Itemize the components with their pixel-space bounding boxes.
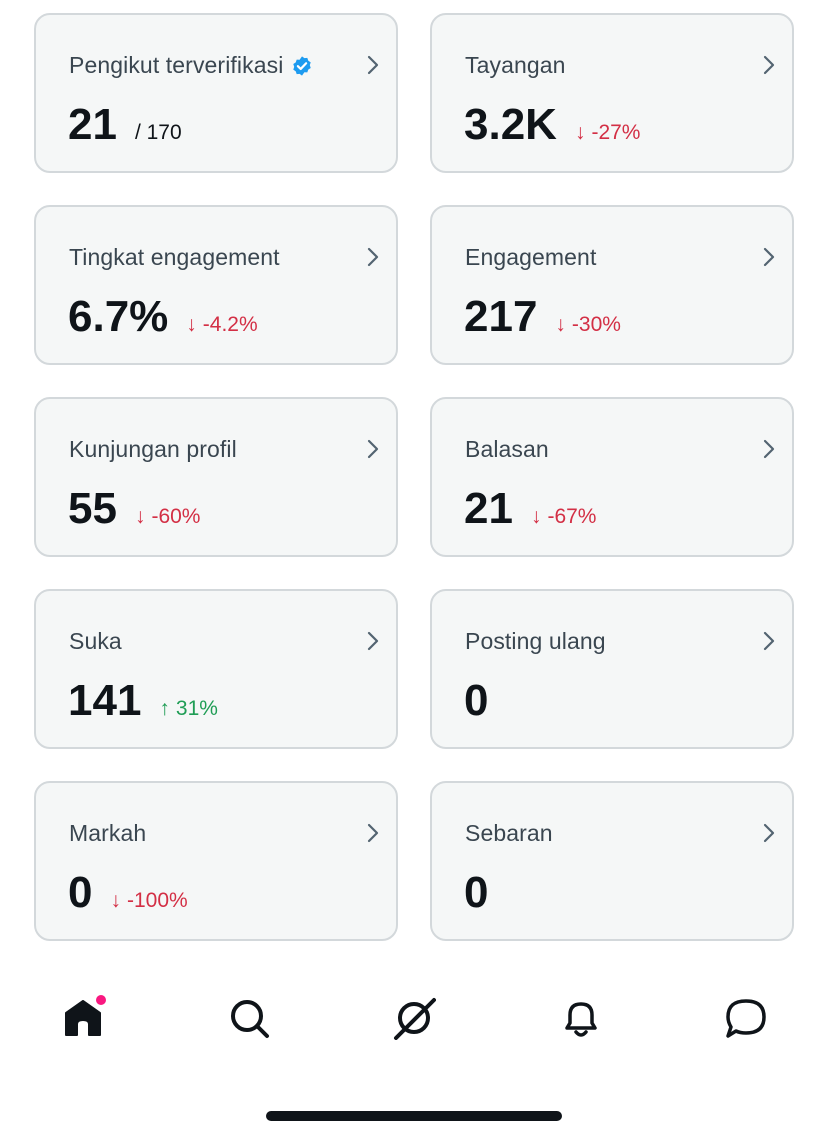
metric-title: Kunjungan profil [69,436,237,463]
metric-value: 6.7% [68,292,169,341]
metric-title-text: Engagement [465,244,597,270]
metric-title-text: Posting ulang [465,628,606,654]
metric-value: 21 [464,484,513,533]
metric-delta-value: -27% [591,121,641,144]
metric-value-row: 0 [464,871,488,915]
metric-delta-value: -100% [126,889,188,912]
metric-card-verified-followers[interactable]: Pengikut terverifikasi 21 / 170 [34,13,398,173]
arrow-down-icon: ↓ [134,505,146,528]
arrow-down-icon: ↓ [110,889,121,912]
metric-title: Engagement [465,244,596,271]
metric-delta: ↓ -30% [555,313,621,337]
home-indicator [266,1111,562,1121]
notification-dot [95,994,107,1006]
arrow-down-icon: ↓ [574,121,586,144]
metric-delta: ↑ 31% [159,697,218,721]
metric-delta: ↓ -67% [531,505,597,529]
chevron-right-icon [763,439,775,459]
arrow-down-icon: ↓ [186,313,197,336]
metric-title: Tayangan [465,52,566,79]
metric-card-bookmarks[interactable]: Markah 0 ↓ -100% [34,781,398,941]
arrow-down-icon: ↓ [530,505,542,528]
metric-value-row: 0 [464,679,488,723]
metric-title-text: Sebaran [465,820,553,846]
metric-delta-value: -4.2% [202,313,258,336]
chevron-right-icon [763,823,775,843]
chevron-right-icon [367,631,379,651]
metric-delta-value: -30% [571,313,621,336]
metric-title: Posting ulang [465,628,606,655]
metric-total: / 170 [134,121,182,144]
nav-home[interactable] [59,994,107,1042]
metric-card-likes[interactable]: Suka 141 ↑ 31% [34,589,398,749]
nav-notifications[interactable] [557,994,605,1042]
metric-card-profile-visits[interactable]: Kunjungan profil 55 ↓ -60% [34,397,398,557]
metric-value: 21 [68,100,117,149]
arrow-down-icon: ↓ [555,313,566,336]
bottom-nav [0,982,827,1062]
metric-title-text: Balasan [465,436,549,462]
chevron-right-icon [367,439,379,459]
chevron-right-icon [367,823,379,843]
metrics-grid: Pengikut terverifikasi 21 / 170 Tayangan… [34,13,794,941]
metric-delta: ↓ -4.2% [186,313,257,337]
chevron-right-icon [763,631,775,651]
metric-value: 3.2K [464,100,557,149]
metric-value-row: 217 ↓ -30% [464,295,621,339]
metric-value: 217 [464,292,538,341]
metric-value: 0 [464,868,489,917]
verified-badge-icon [293,55,312,76]
metric-value: 55 [68,484,117,533]
metric-title: Pengikut terverifikasi [69,52,313,79]
metric-title-text: Tingkat engagement [69,244,280,270]
metric-value: 0 [464,676,489,725]
metric-delta-value: 31% [175,697,218,720]
bell-icon [565,1002,597,1037]
metric-value-row: 3.2K ↓ -27% [464,103,640,147]
metric-delta-value: -67% [547,505,597,528]
home-icon [65,1000,101,1036]
metric-card-engagement-rate[interactable]: Tingkat engagement 6.7% ↓ -4.2% [34,205,398,365]
metric-title: Markah [69,820,146,847]
metric-value-row: 141 ↑ 31% [68,679,218,723]
chevron-right-icon [367,247,379,267]
nav-search[interactable] [225,994,273,1042]
metric-card-replies[interactable]: Balasan 21 ↓ -67% [430,397,794,557]
metric-value-row: 0 ↓ -100% [68,871,188,915]
metric-value: 0 [68,868,93,917]
metric-title-text: Tayangan [465,52,566,78]
metric-title: Sebaran [465,820,553,847]
metric-delta: ↓ -100% [110,889,187,913]
nav-grok[interactable] [390,994,438,1042]
metric-title: Tingkat engagement [69,244,280,271]
metric-title-text: Pengikut terverifikasi [69,52,284,78]
chevron-right-icon [367,55,379,75]
metric-title: Balasan [465,436,549,463]
grok-icon [394,998,436,1040]
metric-title-text: Kunjungan profil [69,436,237,462]
metric-delta: ↓ -27% [575,121,641,145]
metric-delta-value: -60% [151,505,201,528]
metric-delta: ↓ -60% [135,505,201,529]
chevron-right-icon [763,55,775,75]
metric-title: Suka [69,628,122,655]
metric-value: 141 [68,676,142,725]
message-icon [726,999,766,1038]
metric-value-row: 55 ↓ -60% [68,487,200,531]
metric-title-text: Markah [69,820,147,846]
metric-value-row: 21 ↓ -67% [464,487,596,531]
metric-card-reposts[interactable]: Posting ulang 0 [430,589,794,749]
search-icon [231,1000,269,1038]
metric-value-row: 21 / 170 [68,103,182,147]
chevron-right-icon [763,247,775,267]
metric-card-shares[interactable]: Sebaran 0 [430,781,794,941]
metric-title-text: Suka [69,628,122,654]
metric-card-impressions[interactable]: Tayangan 3.2K ↓ -27% [430,13,794,173]
metric-card-engagements[interactable]: Engagement 217 ↓ -30% [430,205,794,365]
metric-value-row: 6.7% ↓ -4.2% [68,295,258,339]
nav-messages[interactable] [722,994,770,1042]
arrow-up-icon: ↑ [159,697,170,720]
